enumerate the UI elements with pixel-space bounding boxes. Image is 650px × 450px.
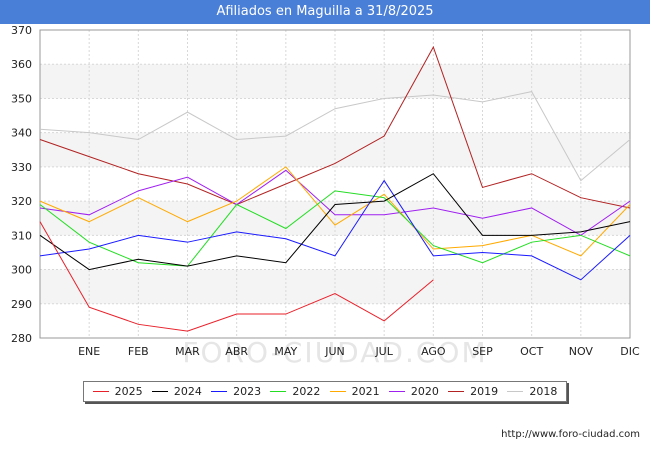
x-tick-label: SEP	[472, 345, 493, 358]
legend-item-2021: 2021	[329, 385, 380, 398]
source-url: http://www.foro-ciudad.com	[501, 429, 640, 440]
y-tick-label: 340	[11, 127, 32, 140]
chart-title: Afiliados en Maguilla a 31/8/2025	[0, 0, 650, 24]
legend-label: 2024	[173, 385, 202, 398]
legend-item-2019: 2019	[448, 385, 498, 398]
legend-swatch	[270, 391, 287, 392]
x-tick-label: MAY	[274, 345, 297, 358]
legend-label: 2023	[233, 385, 262, 398]
plot-frame	[39, 29, 631, 339]
x-tick-label: ENE	[78, 345, 100, 358]
legend-swatch	[448, 391, 465, 392]
y-tick-label: 310	[11, 229, 32, 242]
legend-swatch	[92, 391, 109, 392]
legend-swatch	[151, 391, 168, 392]
x-tick-label: MAR	[175, 345, 200, 358]
x-tick-label: NOV	[569, 345, 594, 358]
x-tick-label: ABR	[225, 345, 248, 358]
x-tick-label: AGO	[421, 345, 446, 358]
legend-item-2020: 2020	[388, 385, 439, 398]
y-tick-label: 320	[11, 195, 32, 208]
legend-label: 2019	[470, 385, 499, 398]
x-tick-label: FEB	[128, 345, 149, 358]
legend-swatch	[388, 391, 405, 392]
series-line-2020	[39, 169, 631, 236]
legend-swatch	[507, 391, 524, 392]
chart-legend: 2025 2024 2023 2022 2021 2020 2019 2018	[83, 381, 567, 402]
y-tick-label: 280	[11, 332, 32, 345]
legend-item-2025: 2025	[92, 385, 143, 398]
series-line-2018	[39, 91, 631, 182]
x-tick-label: OCT	[520, 345, 543, 358]
x-tick-label: DIC	[620, 345, 640, 358]
series-line-2023	[39, 179, 631, 281]
legend-label: 2022	[292, 385, 321, 398]
legend-item-2022: 2022	[270, 385, 320, 398]
y-tick-label: 330	[11, 161, 32, 174]
legend-item-2023: 2023	[211, 385, 261, 398]
legend-label: 2020	[410, 385, 439, 398]
legend-swatch	[329, 391, 346, 392]
legend-swatch	[211, 391, 228, 392]
x-tick-label: JUN	[324, 345, 345, 358]
series-line-2024	[39, 173, 631, 271]
series-line-2025	[39, 221, 434, 332]
y-tick-label: 300	[11, 264, 32, 277]
watermark-text: FORO-CIUDAD.COM	[182, 336, 487, 369]
grid-band	[40, 64, 630, 99]
x-tick-label: JUL	[374, 345, 393, 358]
y-tick-label: 360	[11, 58, 32, 71]
y-tick-label: 350	[11, 92, 32, 105]
series-line-2019	[39, 45, 631, 209]
y-tick-label: 370	[11, 24, 32, 37]
legend-item-2018: 2018	[507, 385, 557, 398]
legend-label: 2025	[114, 385, 143, 398]
legend-label: 2018	[529, 385, 558, 398]
series-line-2022	[39, 190, 631, 267]
legend-item-2024: 2024	[151, 385, 202, 398]
legend-label: 2021	[351, 385, 380, 398]
y-tick-label: 290	[11, 298, 32, 311]
